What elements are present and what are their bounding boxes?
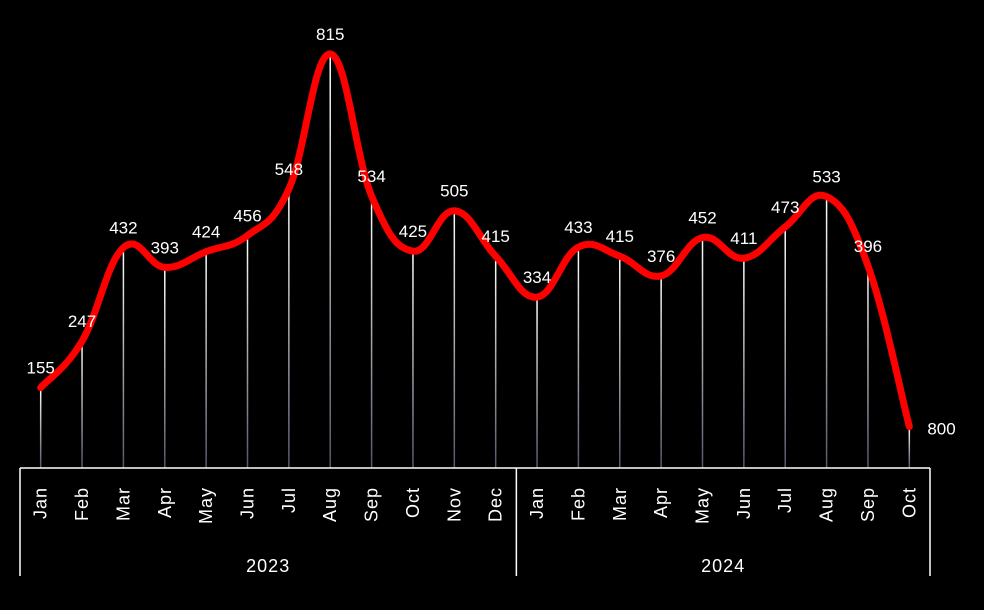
- tick-label-1: Jan: [31, 487, 51, 519]
- tick-label-7: Jul: [279, 487, 299, 513]
- data-label-13: 334: [523, 268, 551, 287]
- series-line: [37, 50, 913, 431]
- tick-label-22: Oct: [899, 487, 919, 518]
- drop-line-10: [412, 251, 414, 468]
- tick-label-17: May: [693, 487, 713, 524]
- data-label-22: 800: [927, 420, 955, 439]
- drop-line-7: [288, 188, 290, 468]
- drop-line-12: [494, 256, 497, 468]
- data-label-14: 433: [564, 218, 592, 237]
- tick-label-9: Sep: [362, 487, 382, 522]
- year-label-2024: 2024: [701, 556, 745, 576]
- drop-line-9: [370, 196, 373, 469]
- data-label-6: 456: [233, 206, 261, 225]
- tick-label-19: Jul: [775, 487, 795, 513]
- drop-line-21: [867, 265, 869, 468]
- drop-lines: [39, 54, 911, 469]
- data-label-20: 533: [812, 168, 840, 187]
- data-label-17: 452: [688, 209, 716, 228]
- year-group-labels: 2023 2024: [246, 556, 745, 576]
- data-label-10: 425: [399, 222, 427, 241]
- drop-line-15: [619, 256, 621, 468]
- tick-label-5: May: [196, 487, 216, 524]
- data-label-15: 415: [606, 227, 634, 246]
- tick-label-16: Apr: [651, 487, 671, 518]
- drop-line-1: [39, 387, 42, 468]
- tick-label-20: Aug: [817, 487, 837, 522]
- drop-line-22: [908, 426, 911, 468]
- data-label-18: 411: [730, 229, 757, 248]
- data-label-3: 432: [109, 219, 137, 238]
- drop-line-5: [205, 251, 207, 468]
- drop-line-3: [122, 247, 125, 468]
- tick-label-10: Oct: [403, 487, 423, 518]
- data-label-4: 393: [151, 238, 179, 257]
- drop-line-17: [701, 237, 704, 468]
- tick-label-3: Mar: [113, 487, 133, 521]
- data-label-12: 415: [481, 227, 509, 246]
- drop-line-20: [825, 196, 828, 468]
- tick-label-13: Jan: [527, 487, 547, 519]
- tick-label-18: Jun: [734, 487, 754, 519]
- drop-line-13: [536, 297, 538, 468]
- data-label-9: 534: [357, 167, 385, 186]
- drop-line-4: [164, 267, 166, 468]
- data-label-8: 815: [316, 25, 344, 44]
- data-label-1: 155: [26, 359, 54, 378]
- data-label-16: 376: [647, 247, 675, 266]
- drop-line-16: [660, 275, 662, 468]
- x-tick-labels: Jan Feb Mar Apr May Jun Jul Aug Sep Oct Nov Dec Jan F…: [31, 487, 920, 524]
- tick-label-14: Feb: [568, 487, 588, 521]
- data-label-11: 505: [440, 182, 468, 201]
- tick-label-2: Feb: [72, 487, 92, 521]
- tick-label-15: Mar: [610, 487, 630, 521]
- drop-line-19: [784, 226, 786, 468]
- drop-line-8: [329, 54, 331, 468]
- drop-line-14: [577, 247, 580, 468]
- data-label-7: 548: [275, 160, 303, 179]
- tick-label-11: Nov: [444, 487, 464, 522]
- data-label-5: 424: [192, 223, 220, 242]
- drop-line-11: [453, 210, 456, 468]
- data-label-2: 247: [68, 312, 96, 331]
- tick-label-12: Dec: [486, 487, 506, 522]
- data-labels: 155 247 432 393 424 456 548 815 534 425 505 415 334 4…: [26, 25, 955, 439]
- drop-line-18: [743, 258, 745, 468]
- data-label-21: 396: [854, 237, 882, 256]
- tick-label-6: Jun: [238, 487, 258, 519]
- x-axis: [19, 467, 931, 576]
- data-label-19: 473: [771, 198, 799, 217]
- drop-line-6: [246, 235, 249, 468]
- year-label-2023: 2023: [246, 556, 290, 576]
- tick-label-8: Aug: [320, 487, 340, 522]
- tick-label-4: Apr: [155, 487, 175, 518]
- tick-label-21: Sep: [858, 487, 878, 522]
- drop-line-2: [81, 341, 83, 468]
